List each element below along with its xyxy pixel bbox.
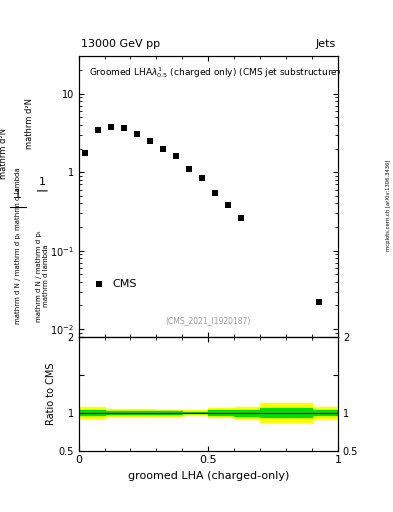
Y-axis label: Ratio to CMS: Ratio to CMS <box>46 362 55 425</box>
Text: (CMS_2021_I1920187): (CMS_2021_I1920187) <box>165 316 251 326</box>
Text: 1: 1 <box>39 178 46 187</box>
Text: 13000 GeV pp: 13000 GeV pp <box>81 38 160 49</box>
Text: mathrm d N / mathrm d pₜ mathrm d lambda: mathrm d N / mathrm d pₜ mathrm d lambda <box>15 167 21 324</box>
Text: CMS: CMS <box>112 279 137 289</box>
Text: mathrm d N / mathrm d pₜ
mathrm d lambda: mathrm d N / mathrm d pₜ mathrm d lambda <box>36 230 49 322</box>
X-axis label: groomed LHA (charged-only): groomed LHA (charged-only) <box>128 471 289 481</box>
Text: mcplots.cern.ch [arXiv:1306.3436]: mcplots.cern.ch [arXiv:1306.3436] <box>386 159 391 250</box>
Text: Jets: Jets <box>316 38 336 49</box>
Text: Groomed LHA$\lambda^{1}_{0.5}$ (charged only) (CMS jet substructure): Groomed LHA$\lambda^{1}_{0.5}$ (charged … <box>89 65 341 80</box>
Text: mathrm d²N: mathrm d²N <box>0 128 8 179</box>
Text: mathrm d²N: mathrm d²N <box>25 98 34 150</box>
Text: 1: 1 <box>14 188 22 201</box>
